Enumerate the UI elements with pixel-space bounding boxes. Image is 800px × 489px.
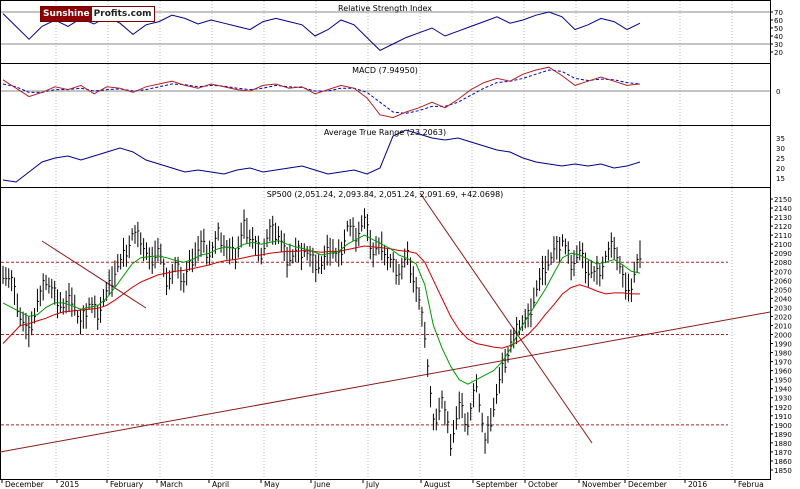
price-tick-label: 2100 — [774, 241, 792, 249]
atr-tick-label: 20 — [776, 165, 785, 173]
price-tick-label: 1900 — [774, 422, 792, 430]
atr-tick-label: 15 — [776, 175, 785, 183]
plots — [0, 11, 771, 456]
price-tick-label: 2050 — [774, 286, 792, 294]
atr-tick-label: 30 — [776, 145, 785, 153]
price-tick-label: 2020 — [774, 313, 792, 321]
x-axis-label: December — [628, 480, 668, 489]
atr-tick-label: 35 — [776, 135, 785, 143]
rsi-tick-label: 30 — [774, 41, 783, 49]
macd-tick-label: 0 — [776, 88, 780, 96]
x-axis-label: November — [582, 480, 622, 489]
x-axis-label: February — [110, 480, 144, 489]
moving-average-green — [2, 234, 641, 385]
price-tick-label: 2060 — [774, 277, 792, 285]
price-tick-label: 1940 — [774, 386, 792, 394]
price-tick-label: 2080 — [774, 259, 792, 267]
rsi-tick-label: 20 — [774, 49, 783, 57]
x-axis-label: April — [212, 480, 229, 489]
price-title: SP500 (2,051.24, 2,093.84, 2,051.24, 2,0… — [267, 190, 504, 199]
declining-trendline-early — [41, 240, 147, 309]
price-tick-label: 2040 — [774, 295, 792, 303]
price-tick-label: 1860 — [774, 458, 792, 466]
price-tick-label: 2010 — [774, 322, 792, 330]
rsi-title: Relative Strength Index — [338, 4, 432, 13]
price-tick-label: 1980 — [774, 350, 792, 358]
x-axis-label: 2015 — [60, 480, 79, 489]
price-tick-label: 2150 — [774, 196, 792, 204]
logo-part-2: Profits.com — [91, 7, 154, 21]
price-tick-label: 1870 — [774, 449, 792, 457]
macd-signal-line — [2, 69, 641, 114]
price-tick-label: 2110 — [774, 232, 792, 240]
x-axis-label: September — [476, 480, 518, 489]
price-tick-label: 1910 — [774, 413, 792, 421]
panel-frame — [0, 187, 771, 480]
macd-title: MACD (7.94950) — [352, 66, 418, 75]
price-tick-label: 2090 — [774, 250, 792, 258]
price-tick-label: 2070 — [774, 268, 792, 276]
rsi-tick-label: 40 — [774, 33, 783, 41]
price-tick-label: 2130 — [774, 214, 792, 222]
x-axis-label: Februa — [738, 480, 764, 489]
price-tick-label: 2120 — [774, 223, 792, 231]
price-tick-label: 1890 — [774, 431, 792, 439]
panel-frames — [0, 0, 771, 480]
rsi-tick-label: 60 — [774, 17, 783, 25]
x-axis-label: August — [424, 480, 450, 489]
rsi-tick-label: 70 — [774, 9, 783, 17]
x-axis-label: May — [264, 480, 280, 489]
price-tick-label: 1930 — [774, 395, 792, 403]
moving-average-red — [2, 245, 640, 349]
price-tick-label: 1950 — [774, 377, 792, 385]
sunshine-profits-logo: Sunshine Profits.com — [40, 6, 155, 22]
x-axis-label: October — [528, 480, 559, 489]
declining-trendline-late — [419, 192, 593, 444]
logo-part-1: Sunshine — [41, 7, 92, 21]
price-tick-label: 1970 — [774, 359, 792, 367]
price-tick-label: 1960 — [774, 368, 792, 376]
x-axis-label: December — [5, 480, 45, 489]
price-tick-label: 1850 — [774, 467, 792, 475]
x-axis-label: 2016 — [688, 480, 707, 489]
long-term-trendline — [0, 311, 771, 453]
price-tick-label: 1920 — [774, 404, 792, 412]
atr-line — [2, 129, 641, 183]
macd-line — [2, 66, 641, 119]
price-tick-label: 2140 — [774, 205, 792, 213]
price-tick-label: 1990 — [774, 341, 792, 349]
price-tick-label: 2030 — [774, 304, 792, 312]
rsi-tick-label: 50 — [774, 25, 783, 33]
x-axis-label: July — [365, 480, 380, 489]
atr-title: Average True Range (23.2063) — [324, 128, 446, 137]
price-tick-label: 1880 — [774, 440, 792, 448]
atr-tick-label: 25 — [776, 155, 785, 163]
price-tick-label: 2000 — [774, 332, 792, 340]
x-axis-label: June — [313, 480, 331, 489]
x-axis-label: March — [160, 480, 183, 489]
